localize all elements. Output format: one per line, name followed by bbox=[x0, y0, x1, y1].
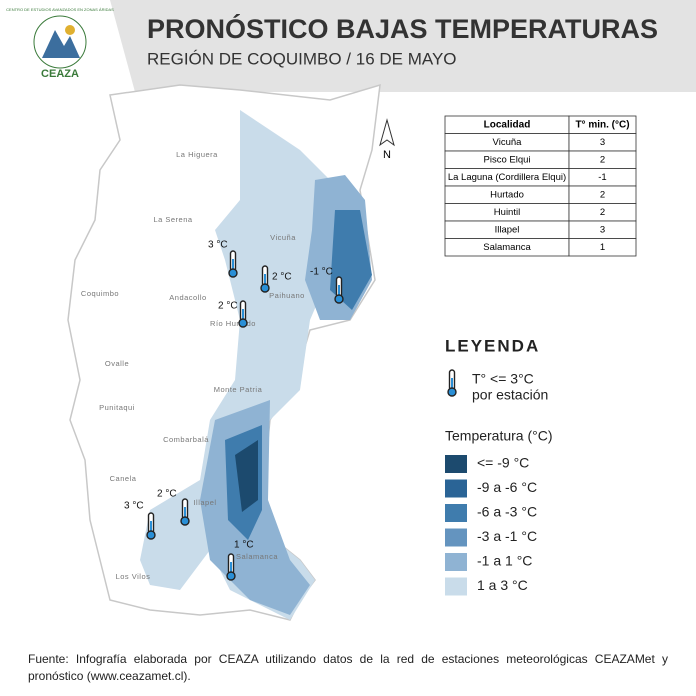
legend-thermometer bbox=[447, 369, 457, 397]
logo-text: CEAZA bbox=[41, 68, 79, 80]
legend-swatch bbox=[445, 504, 467, 522]
station-thermometer bbox=[238, 300, 248, 328]
place-label: Los Vilos bbox=[116, 572, 151, 581]
station-thermometer bbox=[180, 498, 190, 526]
title: PRONÓSTICO BAJAS TEMPERATURAS bbox=[147, 13, 658, 44]
station-label: 3 °C bbox=[208, 240, 228, 251]
place-label: Illapel bbox=[193, 498, 216, 507]
table-cell-text: 3 bbox=[600, 137, 605, 148]
station-label: 1 °C bbox=[234, 540, 254, 551]
legend-label: -1 a 1 °C bbox=[477, 553, 532, 569]
legend-label: -9 a -6 °C bbox=[477, 479, 537, 495]
place-label: Monte Patria bbox=[214, 385, 263, 394]
table-cell-text: 1 bbox=[600, 242, 605, 253]
station-thermometer bbox=[146, 512, 156, 540]
station-thermometer bbox=[260, 265, 270, 293]
station-label: 2 °C bbox=[272, 272, 292, 283]
legend-title: LEYENDA bbox=[445, 336, 540, 355]
legend-swatch bbox=[445, 479, 467, 498]
place-label: Combarbalá bbox=[163, 435, 209, 444]
place-label: Salamanca bbox=[236, 552, 278, 561]
legend-label: <= -9 °C bbox=[477, 455, 529, 471]
place-label: Río Hurtado bbox=[210, 319, 256, 328]
table-cell-text: 2 bbox=[600, 154, 605, 165]
table-cell-text: Pisco Elqui bbox=[484, 154, 531, 165]
table-cell-text: 2 bbox=[600, 207, 605, 218]
logo-arc-text: CENTRO DE ESTUDIOS AVANZADOS EN ZONAS ÁR… bbox=[6, 7, 114, 12]
station-thermometer bbox=[334, 276, 344, 304]
footer: Fuente: Infografía elaborada por CEAZA u… bbox=[28, 652, 668, 683]
table-cell-text: 2 bbox=[600, 189, 605, 200]
station-label: 3 °C bbox=[124, 501, 144, 512]
north-arrow: N bbox=[379, 118, 395, 161]
place-label: Punitaqui bbox=[99, 403, 135, 412]
subtitle: REGIÓN DE COQUIMBO / 16 DE MAYO bbox=[147, 49, 457, 68]
legend-swatch bbox=[445, 553, 467, 571]
table-cell-text: Salamanca bbox=[483, 242, 531, 253]
zone-south-core bbox=[235, 440, 258, 512]
table-cell-text: 3 bbox=[600, 224, 605, 235]
legend-station-line2: por estación bbox=[472, 387, 548, 403]
legend-swatch bbox=[445, 455, 467, 473]
legend-label: -6 a -3 °C bbox=[477, 504, 537, 520]
table-cell-text: Hurtado bbox=[490, 189, 524, 200]
place-label: Coquimbo bbox=[81, 289, 119, 298]
place-label: La Higuera bbox=[176, 150, 218, 159]
place-label: Canela bbox=[110, 474, 137, 483]
map: La Higuera La Serena Vicuña Coquimbo Andacol… bbox=[67, 83, 381, 621]
table-header-text: Localidad bbox=[484, 119, 531, 130]
table-header-text: T° min. (°C) bbox=[575, 119, 629, 130]
place-label: Ovalle bbox=[105, 359, 129, 368]
table-cell bbox=[568, 238, 637, 257]
logo: CEAZA CENTRO DE ESTUDIOS AVANZADOS EN ZO… bbox=[6, 7, 114, 80]
legend-swatch bbox=[445, 528, 467, 547]
station-thermometer bbox=[228, 250, 238, 278]
table-cell-text: Illapel bbox=[495, 224, 520, 235]
table-cell-text: -1 bbox=[598, 172, 606, 183]
place-label: La Serena bbox=[153, 215, 192, 224]
place-label: Vicuña bbox=[270, 233, 296, 242]
station-label: 2 °C bbox=[157, 489, 177, 500]
station-label: -1 °C bbox=[310, 267, 333, 278]
table-cell-text: Vicuña bbox=[493, 137, 523, 148]
place-label: Paihuano bbox=[269, 291, 305, 300]
station-label: 2 °C bbox=[218, 301, 238, 312]
legend-scale-title: Temperatura (°C) bbox=[445, 428, 553, 444]
station-thermometer bbox=[226, 553, 236, 581]
legend-label: 1 a 3 °C bbox=[477, 577, 528, 593]
table-cell-text: La Laguna (Cordillera Elqui) bbox=[448, 172, 566, 183]
legend-station-line1: T° <= 3°C bbox=[472, 371, 534, 387]
table-cell-text: Huintil bbox=[494, 207, 520, 218]
place-label: Andacollo bbox=[169, 293, 206, 302]
north-label: N bbox=[383, 149, 391, 161]
legend-label: -3 a -1 °C bbox=[477, 528, 537, 544]
legend-swatch bbox=[445, 577, 467, 596]
zone-1-3 bbox=[140, 110, 340, 620]
